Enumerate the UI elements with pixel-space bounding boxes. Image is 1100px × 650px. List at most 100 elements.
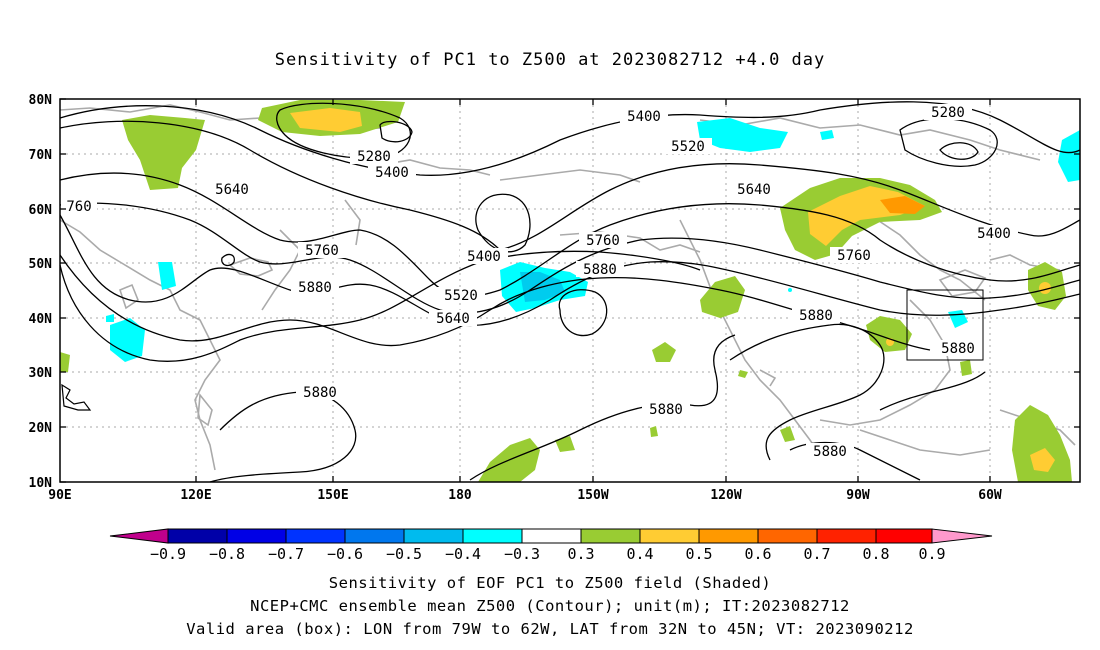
coastlines: [59, 104, 1076, 471]
caption-line-2: NCEP+CMC ensemble mean Z500 (Contour); u…: [250, 597, 850, 615]
grid-lines: [60, 99, 1080, 482]
svg-text:5400: 5400: [467, 249, 501, 265]
contour-label: 5880: [934, 340, 982, 357]
colorbar-swatch: [462, 528, 523, 544]
contour-label: 5400: [620, 108, 668, 125]
contour-label: 5760: [830, 247, 878, 264]
colorbar-label: 0.8: [862, 545, 889, 563]
sensitivity-shading: [60, 100, 1080, 482]
contour-label: 5520: [437, 287, 485, 304]
contour-label: 5400: [970, 225, 1018, 242]
contour-label: 5880: [291, 279, 339, 296]
island-outline: [61, 383, 92, 411]
svg-text:5280: 5280: [357, 149, 391, 165]
svg-text:5520: 5520: [444, 288, 478, 304]
colorbar-swatch: [875, 528, 933, 544]
lon-label: 60W: [978, 488, 1002, 503]
lat-label: 60N: [29, 203, 53, 218]
contour-label: 760: [61, 198, 97, 215]
lat-label: 20N: [29, 421, 53, 436]
colorbar-swatch: [816, 528, 877, 544]
caption-line-3: Valid area (box): LON from 79W to 62W, L…: [186, 620, 914, 638]
contour-label: 5760: [298, 242, 346, 259]
svg-text:5640: 5640: [737, 182, 771, 198]
svg-text:5400: 5400: [375, 165, 409, 181]
svg-text:5640: 5640: [215, 182, 249, 198]
axis-ticks: [60, 98, 1080, 483]
contour-label: 5640: [429, 310, 477, 327]
colorbar-label: −0.4: [445, 545, 481, 563]
contour-label: 5760: [579, 232, 627, 249]
svg-text:760: 760: [66, 199, 91, 215]
svg-text:5880: 5880: [583, 262, 617, 278]
contour-label: 5880: [576, 261, 624, 278]
contour-label: 5400: [368, 164, 416, 181]
contour-labels: 5400 5280 5280 5400 5520 5640 5640 760 5…: [61, 104, 1018, 460]
lon-label: 150W: [577, 488, 608, 503]
colorbar-right-arrow: [931, 528, 993, 544]
contour-label: 5880: [806, 443, 854, 460]
contour-label: 5280: [924, 104, 972, 121]
lat-label: 10N: [29, 476, 53, 491]
lat-labels: 80N 70N 60N 50N 40N 30N 20N 10N: [29, 93, 53, 491]
lat-label: 30N: [29, 366, 53, 381]
svg-text:5880: 5880: [813, 444, 847, 460]
colorbar-label: −0.9: [150, 545, 186, 563]
valid-area-box: [906, 289, 984, 361]
colorbar-label: −0.3: [504, 545, 540, 563]
contour-label: 5880: [642, 401, 690, 418]
svg-text:5880: 5880: [799, 308, 833, 324]
lon-labels: 90E 120E 150E 180 150W 120W 90W 60W: [48, 488, 1002, 503]
svg-text:5880: 5880: [303, 385, 337, 401]
svg-text:5280: 5280: [931, 105, 965, 121]
colorbar-swatch: [167, 528, 228, 544]
lat-label: 50N: [29, 257, 53, 272]
lon-label: 120W: [710, 488, 741, 503]
lon-label: 90E: [48, 488, 71, 503]
svg-text:5880: 5880: [298, 280, 332, 296]
lat-label: 70N: [29, 148, 53, 163]
svg-text:5640: 5640: [436, 311, 470, 327]
colorbar-label: 0.3: [567, 545, 594, 563]
colorbar-label: 0.7: [803, 545, 830, 563]
plot-title: Sensitivity of PC1 to Z500 at 2023082712…: [274, 50, 826, 70]
lon-label: 150E: [317, 488, 348, 503]
colorbar-swatch: [757, 528, 818, 544]
colorbar-swatch: [639, 528, 700, 544]
z500-contours: [59, 101, 1081, 483]
lon-label: 120E: [180, 488, 211, 503]
contour-label: 5280: [350, 148, 398, 165]
svg-text:5520: 5520: [671, 139, 705, 155]
colorbar-label: −0.7: [268, 545, 304, 563]
colorbar-labels: −0.9 −0.8 −0.7 −0.6 −0.5 −0.4 −0.3 0.3 0…: [150, 545, 946, 563]
colorbar-label: 0.9: [918, 545, 945, 563]
contour-label: 5520: [664, 138, 712, 155]
svg-text:5760: 5760: [837, 248, 871, 264]
lon-label: 90W: [846, 488, 870, 503]
colorbar-left-arrow: [109, 528, 169, 544]
colorbar-swatch: [226, 528, 287, 544]
colorbar-label: 0.6: [744, 545, 771, 563]
contour-label: 5880: [296, 384, 344, 401]
colorbar-swatch: [580, 528, 641, 544]
colorbar-swatch: [698, 528, 759, 544]
svg-text:5400: 5400: [977, 226, 1011, 242]
contour-label: 5400: [460, 248, 508, 265]
caption-line-1: Sensitivity of EOF PC1 to Z500 field (Sh…: [328, 574, 772, 592]
lat-label: 40N: [29, 312, 53, 327]
colorbar-swatch: [344, 528, 405, 544]
svg-text:5760: 5760: [305, 243, 339, 259]
svg-text:5760: 5760: [586, 233, 620, 249]
svg-text:5880: 5880: [941, 341, 975, 357]
colorbar-label: −0.6: [327, 545, 363, 563]
lon-label: 180: [448, 488, 472, 503]
contour-label: 5640: [730, 181, 778, 198]
colorbar-swatch: [403, 528, 464, 544]
svg-text:5880: 5880: [649, 402, 683, 418]
colorbar-swatch: [285, 528, 346, 544]
svg-text:5400: 5400: [627, 109, 661, 125]
lat-label: 80N: [29, 93, 53, 108]
colorbar-label: −0.8: [209, 545, 245, 563]
contour-label: 5880: [792, 307, 840, 324]
